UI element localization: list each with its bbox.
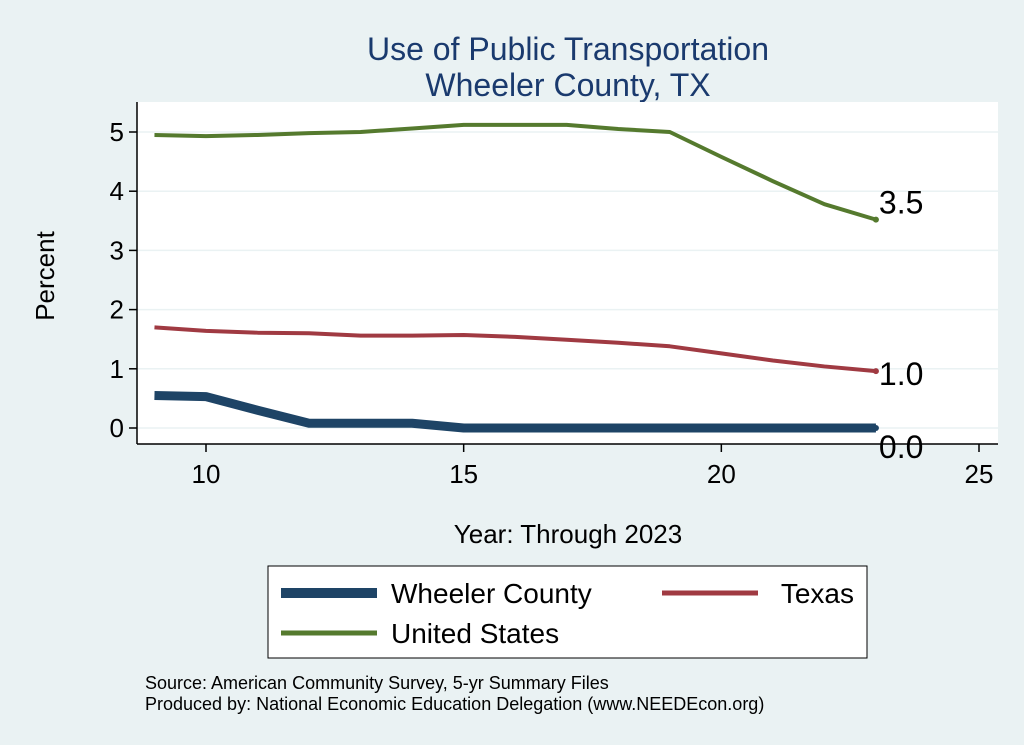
grid-lines (137, 131, 998, 429)
y-tick-label: 1 (110, 354, 124, 384)
y-tick-label: 5 (110, 117, 124, 147)
x-tick-label: 20 (707, 459, 736, 489)
legend-label: United States (391, 618, 559, 649)
end-point (872, 368, 879, 375)
series-line-wheeler-county (154, 390, 876, 433)
end-labels: 0.0 1.0 3.5 (879, 185, 923, 465)
x-tick-label: 10 (192, 459, 221, 489)
y-axis-label: Percent (30, 230, 60, 320)
legend: Wheeler County Texas United States (281, 578, 854, 649)
y-tick-label: 0 (110, 413, 124, 443)
x-tick-label: 25 (965, 459, 994, 489)
end-value-label: 1.0 (879, 356, 923, 392)
series-line-united-states (154, 122, 877, 222)
x-tick-label: 15 (449, 459, 478, 489)
end-point (872, 425, 879, 431)
y-axis-ticks: 0 1 2 3 4 5 (110, 117, 137, 443)
chart-title: Use of Public Transportation (367, 31, 769, 67)
end-point (872, 216, 879, 223)
y-tick-label: 4 (110, 176, 124, 206)
x-axis-ticks: 10 15 20 25 (192, 444, 994, 489)
source-note: Source: American Community Survey, 5-yr … (145, 673, 609, 693)
legend-label: Texas (781, 578, 854, 609)
legend-box (267, 565, 868, 659)
chart-subtitle: Wheeler County, TX (425, 67, 710, 103)
legend-label: Wheeler County (391, 578, 592, 609)
produced-by-note: Produced by: National Economic Education… (145, 694, 764, 714)
plot-area (137, 102, 998, 444)
y-tick-label: 2 (110, 295, 124, 325)
series-line-texas (154, 325, 877, 374)
series-lines (154, 122, 879, 433)
y-tick-label: 3 (110, 235, 124, 265)
x-axis-label: Year: Through 2023 (454, 519, 682, 549)
end-value-label: 0.0 (879, 429, 923, 465)
end-value-label: 3.5 (879, 185, 923, 221)
